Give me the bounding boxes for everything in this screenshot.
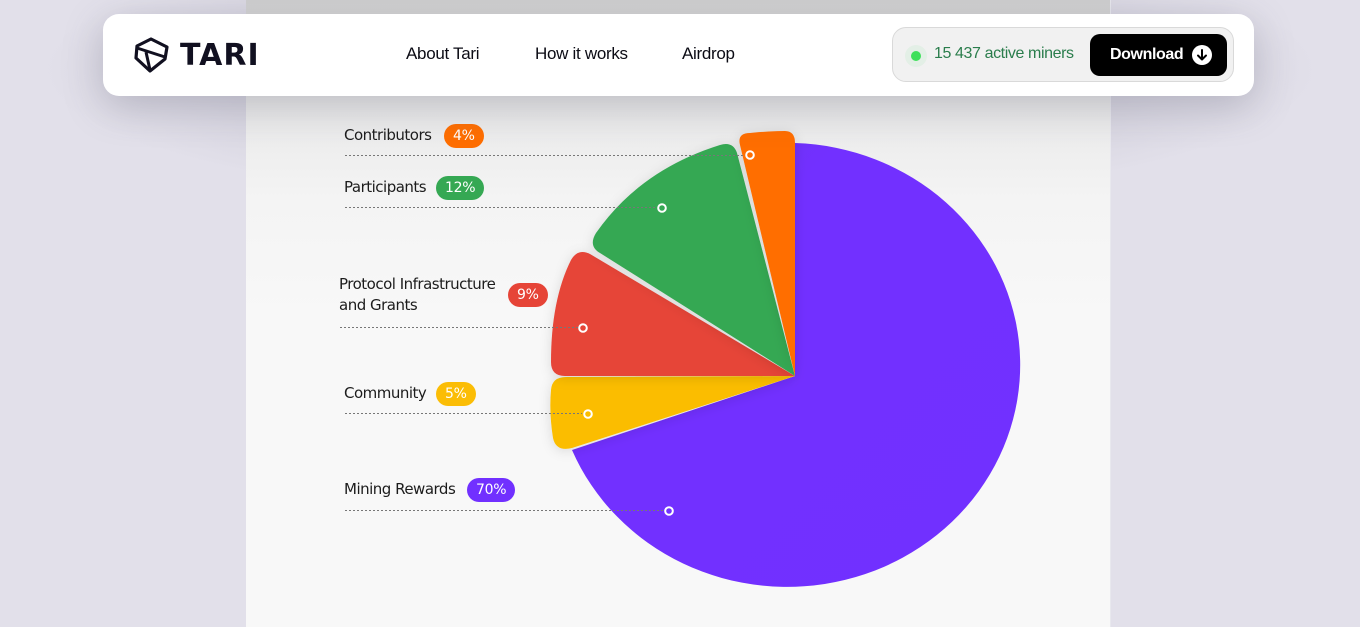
pie-chart [340,131,1021,587]
logo-text: TARI [180,37,260,73]
active-miners-count: 15 437 active miners [934,45,1074,62]
nav-airdrop[interactable]: Airdrop [682,44,735,63]
miners-status: 15 437 active miners Download [892,27,1234,82]
legend-label: Participants [344,178,427,196]
download-arrow-icon [1192,45,1212,65]
percentage-badge: 70% [467,478,516,502]
nav-about-tari[interactable]: About Tari [406,44,480,63]
nav-how-it-works[interactable]: How it works [535,44,628,63]
slice-contributors[interactable] [739,131,795,376]
download-button[interactable]: Download [1090,34,1227,76]
slice-community[interactable] [550,376,795,449]
download-label: Download [1110,46,1184,63]
slice-participants[interactable] [592,144,795,376]
tari-logo[interactable]: TARI [132,36,260,74]
slice-mining-rewards[interactable] [572,143,1021,587]
legend-label: Community [344,384,427,402]
slice-markers [578,150,755,516]
legend-label: Mining Rewards [344,480,456,498]
legend-label: Protocol Infrastructure [339,275,496,293]
percentage-badge: 9% [508,283,548,307]
slice-protocol[interactable] [551,252,795,376]
percentage-badge: 5% [436,382,476,406]
tari-logo-icon [134,37,169,73]
tokenomics-panel [246,0,1111,627]
legend-label-line2: and Grants [339,296,418,314]
legend-label: Contributors [344,126,432,144]
live-dot-icon [911,51,921,61]
percentage-badge: 12% [436,176,485,200]
percentage-badge: 4% [444,124,484,148]
live-indicator [905,45,927,67]
leader-lines [340,155,745,511]
site-header: TARI About Tari How it works Airdrop 15 … [103,14,1254,96]
